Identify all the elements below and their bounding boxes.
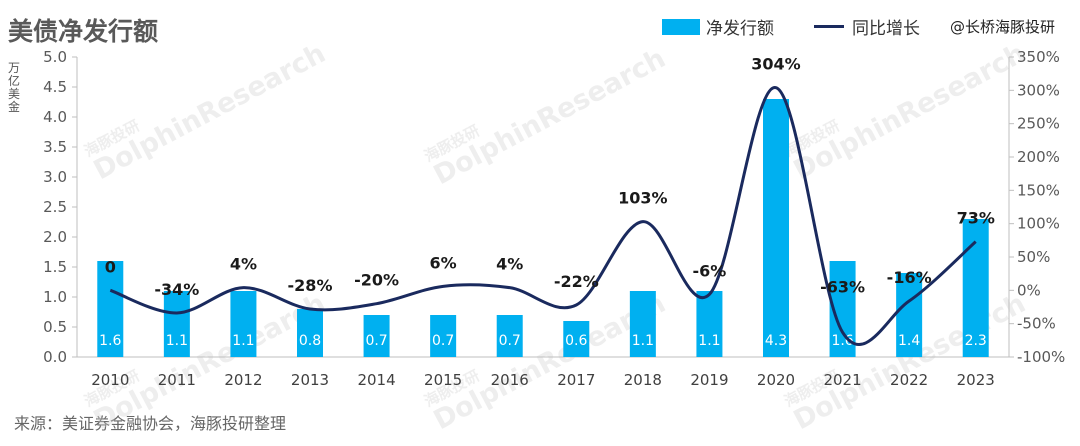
y-left-tick-label: 0.0	[43, 348, 67, 366]
bar-value-label: 1.1	[166, 333, 188, 349]
bar	[363, 315, 390, 357]
y-left-tick-label: 1.5	[43, 258, 67, 276]
watermark-en: DolphinResearch	[429, 43, 671, 191]
bar	[563, 321, 590, 357]
bar	[163, 291, 190, 357]
source-note: 来源：美证券金融协会，海豚投研整理	[14, 414, 287, 433]
line-point-label: -6%	[693, 261, 727, 280]
brand-watermark: @长桥海豚投研	[950, 18, 1056, 36]
bar-value-label: 1.1	[632, 333, 654, 349]
bar-value-label: 0.7	[365, 333, 387, 349]
y-left-tick-label: 5.0	[43, 48, 67, 66]
x-tick-label: 2016	[491, 371, 529, 389]
bar	[430, 315, 457, 357]
legend-line-swatch	[814, 25, 844, 28]
bar-value-label: 4.3	[765, 333, 787, 349]
y-right-tick-label: 350%	[1017, 48, 1060, 66]
x-tick-label: 2021	[823, 371, 861, 389]
growth-line	[109, 86, 977, 347]
line-point-label: -16%	[887, 268, 932, 287]
bar-value-label: 1.6	[831, 333, 853, 349]
x-tick-label: 2017	[557, 371, 595, 389]
bar	[230, 291, 257, 357]
legend-bar-swatch	[662, 18, 700, 35]
x-tick-label: 2018	[624, 371, 662, 389]
y-right-tick-label: -50%	[1017, 315, 1056, 333]
legend: 净发行额 同比增长	[662, 14, 920, 39]
line-point-label: 304%	[751, 55, 800, 74]
bar-value-label: 0.7	[432, 333, 454, 349]
line-point-label: 103%	[618, 189, 667, 208]
x-tick-label: 2011	[158, 371, 196, 389]
chart-title: 美债净发行额	[8, 17, 159, 46]
y-right-tick-label: 100%	[1017, 215, 1060, 233]
line-point-label: 0	[105, 257, 116, 276]
bar	[629, 291, 656, 357]
line-point-label: -22%	[554, 272, 599, 291]
bar	[496, 315, 523, 357]
x-tick-label: 2019	[690, 371, 728, 389]
y-left-tick-label: 2.0	[43, 228, 67, 246]
watermark-en: DolphinResearch	[89, 38, 331, 186]
x-tick-label: 2014	[357, 371, 395, 389]
bar-value-label: 0.6	[565, 333, 587, 349]
bar	[696, 291, 723, 357]
y-right-tick-label: 150%	[1017, 181, 1060, 199]
y-left-tick-label: 4.5	[43, 78, 67, 96]
y-right-tick-label: 0%	[1017, 281, 1041, 299]
bar	[297, 309, 323, 357]
y-left-tick-label: 3.0	[43, 168, 67, 186]
y-right-tick-label: 50%	[1017, 248, 1050, 266]
legend-line-label: 同比增长	[852, 19, 920, 39]
y-right-tick-label: 250%	[1017, 115, 1060, 133]
line-point-label: -20%	[354, 271, 399, 290]
x-tick-label: 2022	[890, 371, 928, 389]
x-tick-label: 2013	[291, 371, 329, 389]
y-left-tick-label: 2.5	[43, 198, 67, 216]
y-left-tick-label: 4.0	[43, 108, 67, 126]
legend-bar-label: 净发行额	[706, 19, 774, 39]
line-point-label: -34%	[154, 280, 199, 299]
y-axis-unit-label: 万亿美金	[8, 61, 21, 114]
line-point-label: 6%	[430, 253, 457, 272]
bar-value-label: 0.7	[499, 333, 521, 349]
y-right-tick-label: 300%	[1017, 81, 1060, 99]
line-point-label: -28%	[288, 276, 333, 295]
y-right-tick-label: 200%	[1017, 148, 1060, 166]
y-left-tick-label: 3.5	[43, 138, 67, 156]
bar-value-label: 1.6	[99, 333, 121, 349]
bar-value-label: 1.1	[698, 333, 720, 349]
bar-value-label: 0.8	[299, 333, 321, 349]
bar	[97, 261, 124, 357]
x-tick-label: 2010	[91, 371, 129, 389]
line-point-label: -63%	[820, 277, 865, 296]
bar-value-label: 1.4	[898, 333, 920, 349]
bar-value-label: 1.1	[232, 333, 254, 349]
x-tick-label: 2023	[957, 371, 995, 389]
line-point-label: 4%	[496, 255, 523, 274]
x-tick-label: 2020	[757, 371, 795, 389]
bar-value-label: 2.3	[965, 333, 987, 349]
watermark-en: DolphinResearch	[789, 38, 1031, 186]
watermark-en: DolphinResearch	[89, 288, 331, 436]
bar	[763, 99, 789, 357]
x-tick-label: 2015	[424, 371, 462, 389]
line-point-label: 4%	[230, 255, 257, 274]
y-left-tick-label: 1.0	[43, 288, 67, 306]
x-tick-label: 2012	[224, 371, 262, 389]
y-right-tick-label: -100%	[1017, 348, 1065, 366]
line-point-label: 73%	[957, 209, 995, 228]
bar	[896, 273, 923, 357]
y-left-tick-label: 0.5	[43, 318, 67, 336]
